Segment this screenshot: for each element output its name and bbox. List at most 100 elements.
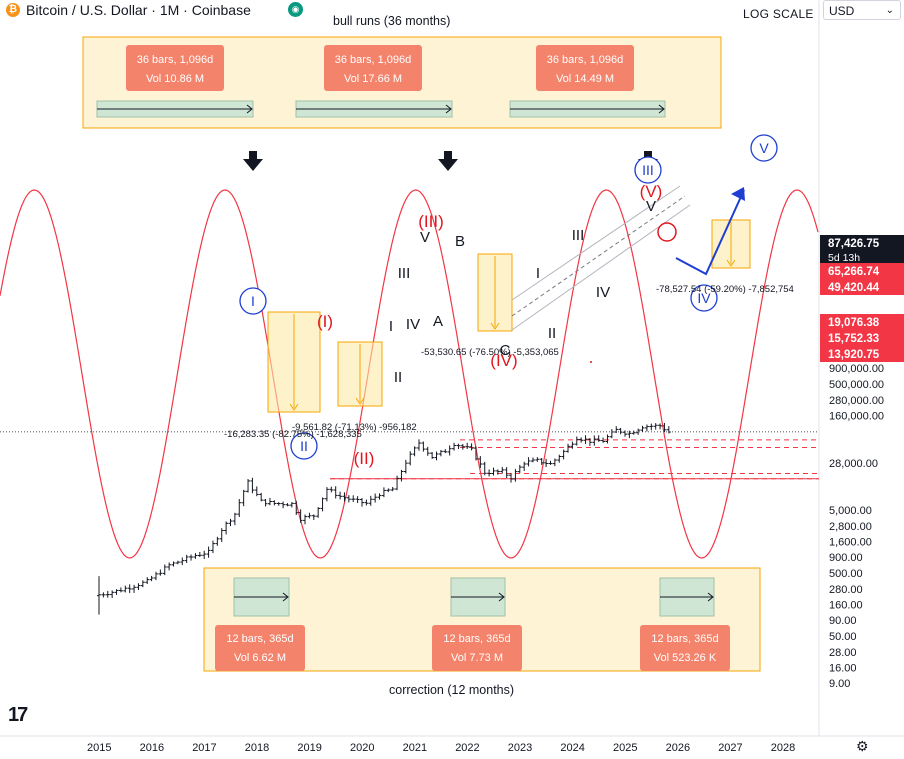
candlestick-bar: [469, 443, 474, 451]
arrow-head-icon: [246, 104, 253, 114]
candlestick-bar: [535, 457, 540, 462]
log-scale-label[interactable]: LOG SCALE: [743, 7, 814, 21]
candlestick-bar: [460, 443, 465, 450]
wave-label-red: (I): [317, 312, 333, 331]
candlestick-bar: [153, 571, 158, 581]
candlestick-bar: [118, 587, 123, 593]
price-tick-label: 1,600.00: [829, 536, 872, 548]
visibility-eye-icon[interactable]: ◉: [288, 2, 303, 17]
bull-badge-line2: Vol 10.86 M: [146, 73, 204, 85]
candlestick-bar: [373, 493, 378, 503]
wave-label-black: II: [548, 325, 556, 342]
candlestick-bar: [644, 424, 649, 432]
candlestick-bar: [434, 451, 439, 461]
wave-label-blue: II: [300, 438, 308, 454]
candlestick-bar: [193, 553, 198, 559]
symbol-title[interactable]: Bitcoin / U.S. Dollar · 1M · Coinbase: [26, 2, 251, 18]
price-tick-label: 160,000.00: [829, 410, 884, 422]
candlestick-bar: [162, 564, 167, 576]
down-arrow-icon: [438, 151, 458, 171]
candlestick-bar: [653, 423, 658, 430]
candlestick-bar: [614, 426, 619, 434]
candlestick-bar: [355, 496, 360, 504]
candlestick-bar: [320, 497, 325, 512]
candlestick-bar: [412, 446, 417, 457]
candlestick-bar: [491, 467, 496, 476]
candlestick-bar: [482, 461, 487, 476]
candlestick-bar: [101, 592, 106, 598]
arrow-head-icon: [658, 104, 665, 114]
candlestick-bar: [552, 458, 557, 467]
drawdown-measure-label: -16,283.35 (-82.75%) -1,628,335: [224, 429, 362, 440]
candlestick-bar: [254, 486, 259, 497]
bull-badge-line2: Vol 17.66 M: [344, 73, 402, 85]
candlestick-bar: [377, 493, 382, 500]
candlestick-bar: [140, 580, 145, 588]
arrow-head-icon: [282, 592, 289, 602]
time-tick-label: 2018: [245, 742, 269, 754]
candlestick-bar: [596, 435, 601, 442]
candlestick-bar: [333, 486, 338, 499]
candlestick-bar: [316, 507, 321, 518]
time-tick-label: 2017: [192, 742, 216, 754]
time-tick-label: 2016: [140, 742, 164, 754]
candlestick-bar: [123, 585, 128, 593]
candlestick-bar: [158, 569, 163, 576]
candlestick-bar: [447, 445, 452, 456]
candlestick-bar: [263, 498, 268, 507]
candlestick-bar: [452, 442, 457, 451]
candlestick-bar: [425, 446, 430, 456]
candlestick-bar: [395, 475, 400, 491]
candlestick-bar: [487, 469, 492, 477]
time-tick-label: 2025: [613, 742, 637, 754]
wave-label-black: V: [420, 229, 430, 246]
candlestick-bar: [631, 430, 636, 435]
wave-label-black: IV: [596, 284, 610, 301]
currency-select[interactable]: USD ⌄: [823, 0, 901, 20]
price-tick-label: 50.00: [829, 631, 857, 643]
candlestick-bar: [136, 583, 141, 591]
candlestick-bar: [666, 426, 671, 434]
candlestick-bar: [210, 540, 215, 554]
candlestick-bar: [605, 434, 610, 444]
candlestick-bar: [509, 472, 514, 483]
price-badge-label: 87,426.75: [828, 238, 880, 250]
candlestick-bar: [513, 468, 518, 482]
wave-label-red: (II): [354, 449, 375, 468]
price-tick-label: 9.00: [829, 678, 850, 690]
price-badge: [820, 330, 904, 346]
candlestick-bar: [289, 502, 294, 508]
candlestick-bar: [495, 469, 500, 475]
candlestick-bar: [530, 457, 535, 463]
candlestick-bar: [237, 499, 242, 518]
settings-gear-icon[interactable]: ⚙: [856, 738, 869, 754]
candlestick-bar: [311, 514, 316, 520]
price-tick-label: 900,000.00: [829, 363, 884, 375]
bull-duration-badge: [536, 45, 634, 91]
price-tick-label: 2,800.00: [829, 521, 872, 533]
candlestick-bar: [478, 456, 483, 469]
candlestick-bar: [215, 536, 220, 546]
candlestick-bar: [570, 441, 575, 449]
price-tick-label: 16.00: [829, 662, 857, 674]
wave-label-blue: IV: [697, 290, 711, 306]
candlestick-bar: [197, 551, 202, 558]
price-tick-label: 500.00: [829, 568, 863, 580]
candlestick-bar: [368, 495, 373, 506]
candlestick-bar: [465, 442, 470, 450]
candlestick-bar: [473, 446, 478, 461]
candlestick-bar: [386, 488, 391, 493]
candlestick-bar: [281, 501, 286, 509]
wave-label-black: B: [455, 233, 465, 250]
time-tick-label: 2027: [718, 742, 742, 754]
wave-circle-icon: [239, 287, 267, 315]
down-arrow-icon: [243, 151, 263, 171]
projection-path: [675, 189, 745, 276]
tradingview-logo-icon[interactable]: 17: [8, 704, 28, 726]
candlestick-bar: [403, 459, 408, 474]
price-badge-label: 19,076.38: [828, 317, 880, 329]
arrow-head-icon: [726, 259, 736, 267]
candlestick-bar: [522, 461, 527, 472]
candlestick-bar: [285, 503, 290, 507]
